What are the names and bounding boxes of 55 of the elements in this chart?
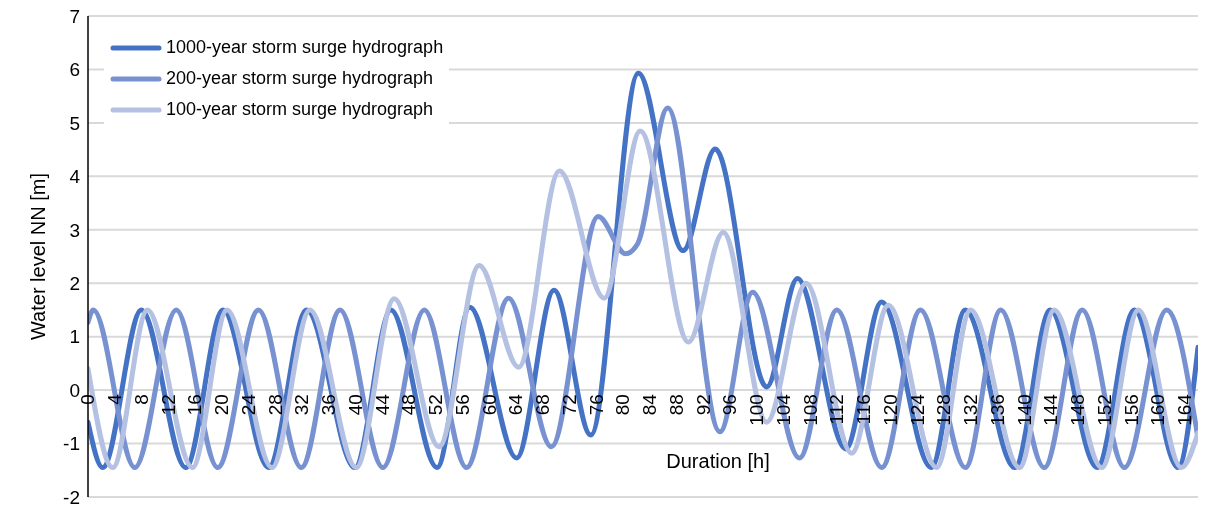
- y-axis-title: Water level NN [m]: [27, 172, 50, 341]
- x-tick-label: 28: [264, 394, 286, 416]
- x-tick-label: 64: [505, 393, 527, 416]
- x-tick-label: 128: [933, 394, 955, 426]
- legend-label: 200-year storm surge hydrograph: [166, 67, 434, 90]
- x-tick-label: 56: [451, 394, 473, 416]
- y-tick-label: 6: [69, 59, 80, 81]
- x-tick-label: 80: [612, 394, 634, 416]
- x-tick-label: 120: [879, 394, 901, 426]
- y-tick-label: 1: [69, 326, 80, 348]
- x-tick-label: 96: [719, 394, 741, 416]
- y-tick-label: -2: [63, 486, 80, 508]
- x-tick-label: 84: [639, 393, 661, 416]
- x-tick-label: 8: [130, 394, 152, 405]
- y-tick-label: 3: [69, 219, 80, 241]
- y-tick-label: 5: [69, 112, 80, 134]
- x-tick-label: 132: [960, 394, 982, 426]
- x-tick-label: 12: [157, 394, 179, 416]
- x-tick-label: 100: [746, 394, 768, 426]
- x-tick-label: 144: [1040, 393, 1062, 426]
- y-tick-label: 4: [69, 166, 81, 188]
- x-tick-label: 24: [237, 393, 259, 416]
- x-tick-label: 124: [906, 393, 928, 426]
- x-tick-label: 40: [344, 394, 366, 416]
- x-tick-label: 152: [1093, 394, 1115, 426]
- x-tick-label: 16: [184, 394, 206, 416]
- y-tick-label: 7: [69, 5, 80, 27]
- x-tick-label: 140: [1013, 394, 1035, 426]
- x-tick-label: 104: [772, 393, 794, 426]
- x-tick-label: 112: [826, 394, 848, 425]
- x-tick-label: 4: [104, 393, 126, 405]
- x-tick-label: 160: [1147, 394, 1169, 426]
- legend-label: 1000-year storm surge hydrograph: [166, 36, 444, 59]
- x-tick-label: 148: [1067, 394, 1089, 426]
- x-tick-label: 36: [318, 394, 340, 416]
- x-tick-label: 164: [1174, 393, 1196, 426]
- x-tick-label: 72: [558, 394, 580, 416]
- x-tick-label: 20: [211, 394, 233, 416]
- x-tick-label: 76: [585, 394, 607, 416]
- x-tick-label: 44: [371, 393, 393, 416]
- x-tick-label: 92: [692, 394, 714, 416]
- x-tick-label: 108: [799, 394, 821, 426]
- legend-label: 100-year storm surge hydrograph: [166, 98, 434, 121]
- x-tick-label: 88: [665, 394, 687, 416]
- y-tick-label: 2: [69, 272, 80, 294]
- x-tick-label: 32: [291, 394, 313, 416]
- x-tick-label: 136: [986, 394, 1008, 426]
- x-tick-label: 68: [532, 394, 554, 416]
- x-tick-label: 48: [398, 394, 420, 416]
- x-tick-label: 60: [478, 394, 500, 416]
- x-tick-label: 156: [1120, 394, 1142, 426]
- x-tick-label: 52: [425, 394, 447, 416]
- y-tick-label: -1: [63, 433, 80, 455]
- x-axis-title: Duration [h]: [666, 450, 770, 472]
- x-tick-label: 116: [853, 394, 875, 425]
